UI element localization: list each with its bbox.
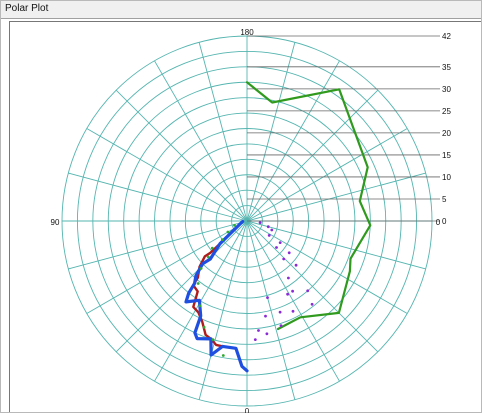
grid-spoke [198, 220, 248, 400]
data-point [266, 296, 269, 299]
grid-spoke [246, 60, 340, 222]
data-point [287, 251, 291, 255]
grid-spoke [68, 172, 248, 222]
data-point [270, 228, 274, 232]
grid-spoke [86, 128, 248, 222]
series-line [184, 219, 249, 373]
data-point [210, 246, 214, 250]
series-3 [253, 221, 314, 341]
data-point [221, 238, 224, 242]
grid-spoke [246, 220, 408, 314]
data-point [287, 276, 290, 280]
grid-spoke [246, 220, 340, 382]
grid-spoke [246, 172, 426, 222]
radial-scale-label: 20 [442, 129, 451, 138]
radial-scale-label: 42 [442, 32, 451, 41]
data-point [264, 314, 267, 318]
radial-scale: 42 35 30 25 20 15 10 5 0 [247, 32, 451, 226]
grid-spoke [246, 220, 379, 353]
grid-spoke [246, 89, 379, 222]
angle-label-left: 90 [51, 218, 60, 227]
radial-scale-label: 5 [442, 195, 447, 204]
data-point [257, 329, 260, 332]
data-point [199, 267, 203, 270]
grid-spoke [115, 220, 248, 353]
grid-spoke [68, 220, 248, 270]
series-0 [245, 81, 372, 331]
data-point [221, 354, 225, 357]
radial-scale-label: 10 [442, 173, 451, 182]
grid-spoke [246, 220, 296, 400]
data-point [278, 310, 282, 314]
data-point [211, 338, 215, 341]
series-4 [196, 223, 236, 357]
title-bar: Polar Plot [1, 1, 481, 19]
data-point [198, 304, 202, 308]
grid-spoke [198, 42, 248, 222]
plot-area: 42 35 30 25 20 15 10 5 0 180 90 0 0 [9, 21, 481, 416]
data-point [275, 246, 278, 249]
angle-label-bottom: 0 [245, 407, 250, 413]
data-point [294, 263, 298, 267]
data-point [282, 257, 286, 261]
grid-spoke [246, 220, 426, 270]
data-point [202, 325, 206, 329]
data-point [196, 282, 200, 285]
series-2 [184, 219, 249, 373]
grid-spoke [246, 42, 296, 222]
grid-spoke [154, 60, 248, 222]
grid-spoke [86, 220, 248, 314]
data-point [253, 338, 257, 341]
series-line [245, 81, 372, 331]
data-point [226, 230, 230, 234]
data-point [279, 324, 283, 328]
data-point [266, 225, 270, 229]
data-point [233, 223, 236, 227]
angle-label-right: 0 [436, 218, 441, 227]
data-point [265, 332, 269, 336]
grid-spoke [246, 128, 408, 222]
data-point [291, 309, 295, 313]
radial-scale-label: 30 [442, 85, 451, 94]
radial-scale-label: 25 [442, 107, 451, 116]
data-point [306, 289, 310, 293]
grid-spoke [115, 89, 248, 222]
data-point [267, 234, 271, 237]
polar-chart: 42 35 30 25 20 15 10 5 0 180 90 0 0 [51, 28, 452, 416]
data-series [184, 81, 372, 373]
angle-label-top: 180 [240, 28, 254, 37]
data-point [310, 302, 314, 306]
data-point [291, 289, 294, 293]
radial-scale-label: 0 [442, 217, 447, 226]
window-title: Polar Plot [5, 3, 49, 14]
data-point [258, 221, 262, 225]
data-point [206, 255, 210, 259]
radial-scale-label: 15 [442, 151, 451, 160]
data-point [278, 241, 282, 245]
angle-labels: 180 90 0 0 [51, 28, 441, 416]
data-point [286, 292, 289, 296]
radial-scale-label: 35 [442, 63, 451, 72]
